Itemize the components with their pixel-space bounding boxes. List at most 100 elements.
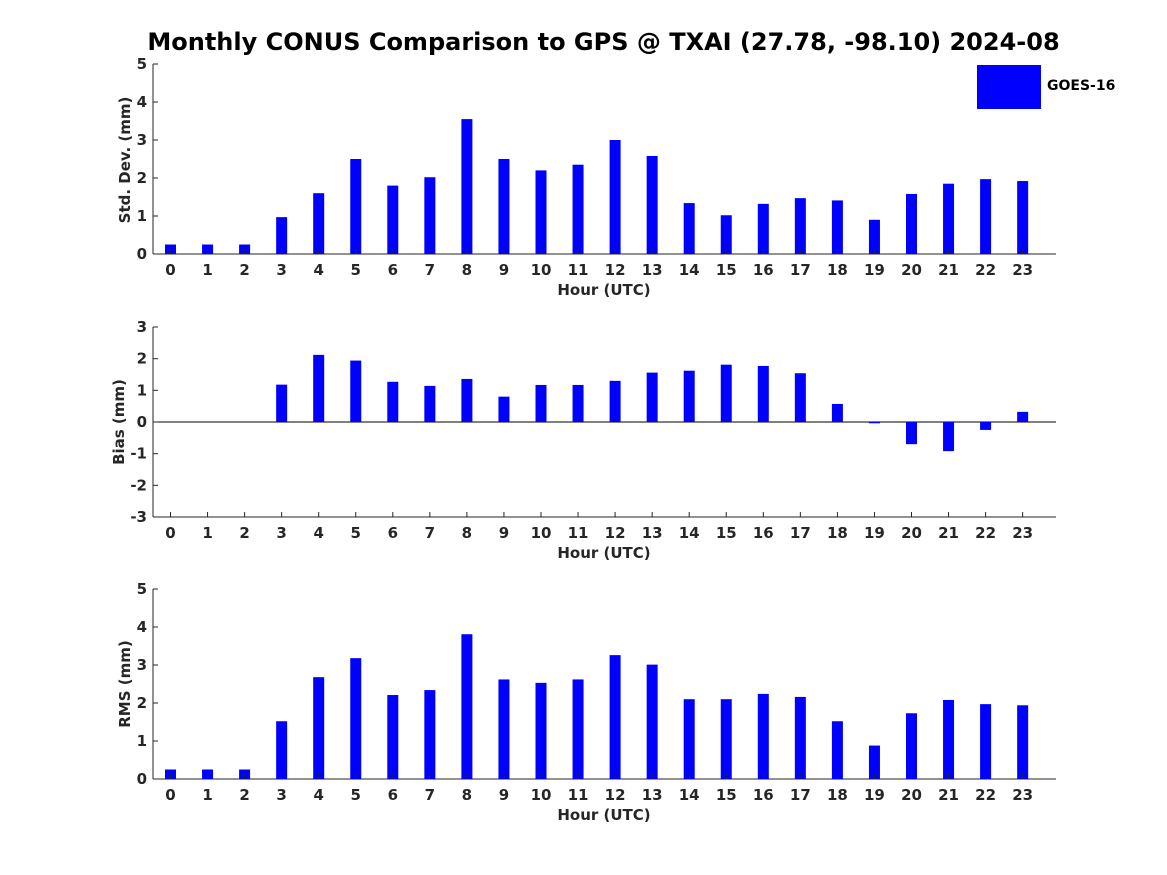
x-axis-label: Hour (UTC) bbox=[557, 544, 650, 562]
bar-hour-16 bbox=[757, 693, 769, 779]
x-tick-label-11: 11 bbox=[568, 524, 589, 542]
x-tick-label-13: 13 bbox=[642, 786, 663, 804]
x-tick-label-17: 17 bbox=[790, 524, 811, 542]
x-tick-label-23: 23 bbox=[1012, 261, 1033, 279]
bar-hour-21 bbox=[943, 183, 955, 254]
bar-hour-10 bbox=[535, 170, 547, 254]
bar-hour-12 bbox=[609, 380, 621, 422]
x-tick-label-6: 6 bbox=[388, 261, 398, 279]
y-tick-label: -2 bbox=[130, 476, 147, 494]
y-tick-label: 0 bbox=[137, 245, 147, 263]
bar-hour-6 bbox=[387, 695, 399, 779]
x-tick-label-18: 18 bbox=[827, 524, 848, 542]
bar-hour-7 bbox=[424, 385, 436, 422]
legend-label: GOES-16 bbox=[1047, 78, 1116, 94]
x-tick-label-22: 22 bbox=[975, 786, 996, 804]
y-tick-label: 4 bbox=[137, 93, 147, 111]
x-tick-label-16: 16 bbox=[753, 786, 774, 804]
x-tick-label-22: 22 bbox=[975, 524, 996, 542]
bar-hour-7 bbox=[424, 177, 436, 254]
bar-hour-13 bbox=[646, 155, 658, 254]
y-tick-label: 5 bbox=[137, 580, 147, 598]
bar-hour-9 bbox=[498, 159, 510, 254]
y-axis-label: Std. Dev. (mm) bbox=[116, 97, 134, 224]
x-tick-label-5: 5 bbox=[351, 786, 361, 804]
bar-hour-15 bbox=[720, 364, 732, 422]
x-tick-label-19: 19 bbox=[864, 524, 885, 542]
legend: GOES-16 bbox=[977, 64, 1115, 110]
x-tick-label-12: 12 bbox=[605, 261, 626, 279]
bar-hour-14 bbox=[683, 699, 695, 779]
x-tick-label-1: 1 bbox=[202, 261, 212, 279]
x-tick-label-12: 12 bbox=[605, 524, 626, 542]
x-tick-label-6: 6 bbox=[388, 786, 398, 804]
x-tick-label-18: 18 bbox=[827, 786, 848, 804]
bar-hour-20 bbox=[906, 713, 917, 779]
bar-hour-10 bbox=[535, 384, 547, 422]
bar-hour-18 bbox=[831, 403, 843, 422]
bar-hour-9 bbox=[498, 396, 510, 422]
x-tick-label-4: 4 bbox=[313, 524, 323, 542]
bar-hour-19 bbox=[868, 422, 880, 424]
y-tick-label: -3 bbox=[130, 508, 147, 526]
x-tick-label-10: 10 bbox=[531, 524, 552, 542]
bar-hour-4 bbox=[313, 677, 325, 779]
x-tick-label-21: 21 bbox=[938, 524, 959, 542]
bar-hour-18 bbox=[831, 721, 843, 779]
y-tick-label: 2 bbox=[137, 694, 147, 712]
bar-hour-23 bbox=[1017, 181, 1029, 254]
x-tick-label-17: 17 bbox=[790, 261, 811, 279]
x-tick-label-8: 8 bbox=[462, 524, 472, 542]
bar-hour-4 bbox=[313, 193, 325, 254]
bar-hour-21 bbox=[943, 422, 955, 452]
x-tick-label-19: 19 bbox=[864, 786, 885, 804]
x-tick-label-13: 13 bbox=[642, 261, 663, 279]
y-tick-label: 3 bbox=[137, 131, 147, 149]
bar-hour-14 bbox=[683, 370, 695, 422]
bar-hour-6 bbox=[387, 381, 399, 422]
x-tick-label-2: 2 bbox=[239, 261, 249, 279]
x-tick-label-1: 1 bbox=[202, 524, 212, 542]
x-tick-label-8: 8 bbox=[462, 261, 472, 279]
x-tick-label-11: 11 bbox=[568, 786, 589, 804]
x-tick-label-0: 0 bbox=[165, 786, 175, 804]
bar-hour-3 bbox=[276, 217, 288, 254]
x-tick-label-19: 19 bbox=[864, 261, 885, 279]
bar-hour-23 bbox=[1017, 705, 1029, 779]
bar-hour-12 bbox=[609, 140, 621, 254]
x-axis-label: Hour (UTC) bbox=[557, 806, 650, 824]
bar-hour-11 bbox=[572, 164, 584, 254]
y-tick-label: 1 bbox=[137, 381, 147, 399]
x-tick-label-15: 15 bbox=[716, 261, 737, 279]
bar-hour-22 bbox=[980, 704, 992, 779]
x-tick-label-7: 7 bbox=[425, 786, 435, 804]
bar-hour-21 bbox=[943, 699, 955, 779]
bar-hour-16 bbox=[757, 203, 769, 254]
x-tick-label-12: 12 bbox=[605, 786, 626, 804]
bar-hour-19 bbox=[868, 219, 880, 254]
bar-hour-12 bbox=[609, 655, 621, 779]
x-tick-label-2: 2 bbox=[239, 786, 249, 804]
x-tick-label-14: 14 bbox=[679, 524, 700, 542]
x-axis-label: Hour (UTC) bbox=[557, 281, 650, 299]
bar-hour-11 bbox=[572, 679, 584, 779]
bar-hour-15 bbox=[720, 215, 732, 254]
bar-hour-13 bbox=[646, 372, 658, 422]
page-title: Monthly CONUS Comparison to GPS @ TXAI (… bbox=[147, 28, 1060, 56]
bar-hour-14 bbox=[683, 203, 695, 254]
x-tick-label-5: 5 bbox=[351, 524, 361, 542]
bar-hour-9 bbox=[498, 679, 510, 779]
x-tick-label-15: 15 bbox=[716, 786, 737, 804]
x-tick-label-0: 0 bbox=[165, 524, 175, 542]
x-tick-label-0: 0 bbox=[165, 261, 175, 279]
x-tick-label-20: 20 bbox=[901, 261, 922, 279]
bar-hour-13 bbox=[646, 664, 658, 779]
x-tick-label-1: 1 bbox=[202, 786, 212, 804]
bar-hour-5 bbox=[350, 159, 362, 254]
x-tick-label-23: 23 bbox=[1012, 524, 1033, 542]
bar-hour-6 bbox=[387, 185, 399, 254]
x-tick-label-22: 22 bbox=[975, 261, 996, 279]
